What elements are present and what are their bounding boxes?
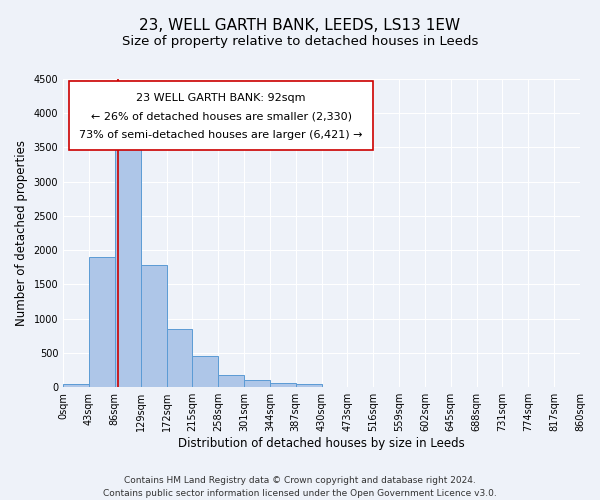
Bar xyxy=(89,257,115,387)
Bar xyxy=(140,266,167,387)
Text: Contains HM Land Registry data © Crown copyright and database right 2024.
Contai: Contains HM Land Registry data © Crown c… xyxy=(103,476,497,498)
Y-axis label: Number of detached properties: Number of detached properties xyxy=(15,140,28,326)
Bar xyxy=(296,384,322,387)
X-axis label: Distribution of detached houses by size in Leeds: Distribution of detached houses by size … xyxy=(178,437,465,450)
Bar xyxy=(270,383,296,387)
Bar xyxy=(63,384,89,387)
Bar xyxy=(167,329,193,387)
Bar xyxy=(244,380,270,387)
Text: Size of property relative to detached houses in Leeds: Size of property relative to detached ho… xyxy=(122,35,478,48)
Bar xyxy=(193,356,218,387)
Text: 23 WELL GARTH BANK: 92sqm: 23 WELL GARTH BANK: 92sqm xyxy=(136,93,306,103)
Text: 73% of semi-detached houses are larger (6,421) →: 73% of semi-detached houses are larger (… xyxy=(79,130,363,140)
Bar xyxy=(115,148,140,387)
Bar xyxy=(218,375,244,387)
Text: ← 26% of detached houses are smaller (2,330): ← 26% of detached houses are smaller (2,… xyxy=(91,112,352,122)
Text: 23, WELL GARTH BANK, LEEDS, LS13 1EW: 23, WELL GARTH BANK, LEEDS, LS13 1EW xyxy=(139,18,461,32)
